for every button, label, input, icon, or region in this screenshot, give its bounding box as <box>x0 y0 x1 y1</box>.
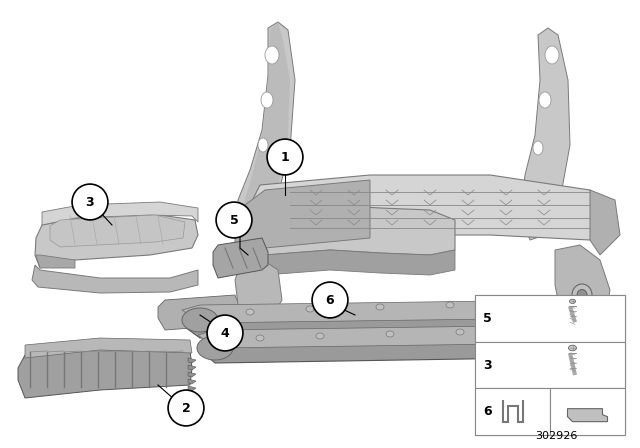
Polygon shape <box>188 372 196 377</box>
Ellipse shape <box>446 302 454 308</box>
Ellipse shape <box>456 329 464 335</box>
Polygon shape <box>235 180 370 265</box>
Polygon shape <box>182 300 590 323</box>
FancyBboxPatch shape <box>550 388 625 435</box>
Polygon shape <box>235 205 455 260</box>
Circle shape <box>207 315 243 351</box>
Ellipse shape <box>568 345 577 351</box>
Polygon shape <box>50 215 185 247</box>
Ellipse shape <box>246 309 254 315</box>
Ellipse shape <box>539 92 551 108</box>
FancyBboxPatch shape <box>475 295 625 342</box>
Polygon shape <box>213 238 268 278</box>
Circle shape <box>216 202 252 238</box>
Polygon shape <box>42 202 198 225</box>
Ellipse shape <box>526 300 534 306</box>
Circle shape <box>267 139 303 175</box>
Polygon shape <box>590 190 620 255</box>
Ellipse shape <box>386 331 394 337</box>
Polygon shape <box>188 358 196 363</box>
Polygon shape <box>158 295 240 330</box>
Ellipse shape <box>256 335 264 341</box>
Ellipse shape <box>261 92 273 108</box>
Text: 3: 3 <box>483 358 492 371</box>
Polygon shape <box>182 305 590 338</box>
Polygon shape <box>32 265 198 293</box>
Text: 4: 4 <box>221 327 229 340</box>
Polygon shape <box>240 250 455 278</box>
Polygon shape <box>18 348 192 398</box>
Polygon shape <box>198 325 592 348</box>
Polygon shape <box>238 22 295 235</box>
Text: 302926: 302926 <box>535 431 577 441</box>
Polygon shape <box>198 330 592 363</box>
Circle shape <box>312 282 348 318</box>
Ellipse shape <box>570 299 575 303</box>
Ellipse shape <box>316 333 324 339</box>
Polygon shape <box>188 379 196 384</box>
Ellipse shape <box>533 141 543 155</box>
Polygon shape <box>235 258 282 320</box>
FancyBboxPatch shape <box>475 342 625 388</box>
Polygon shape <box>555 245 610 335</box>
Text: 1: 1 <box>280 151 289 164</box>
Text: 5: 5 <box>483 312 492 325</box>
Polygon shape <box>520 28 570 240</box>
Text: 5: 5 <box>230 214 238 227</box>
Circle shape <box>72 184 108 220</box>
Polygon shape <box>568 409 607 422</box>
Text: 3: 3 <box>86 195 94 208</box>
Ellipse shape <box>197 336 233 360</box>
Ellipse shape <box>265 46 279 64</box>
Text: 2: 2 <box>182 401 190 414</box>
Polygon shape <box>36 255 75 268</box>
Polygon shape <box>245 175 600 245</box>
Polygon shape <box>35 215 198 268</box>
Polygon shape <box>188 386 196 391</box>
FancyBboxPatch shape <box>475 388 550 435</box>
Circle shape <box>168 390 204 426</box>
Ellipse shape <box>531 327 539 333</box>
Ellipse shape <box>258 138 268 152</box>
Polygon shape <box>188 365 196 370</box>
Ellipse shape <box>306 306 314 312</box>
Ellipse shape <box>572 284 592 306</box>
Ellipse shape <box>577 289 587 301</box>
Text: 6: 6 <box>483 405 492 418</box>
Ellipse shape <box>376 304 384 310</box>
Polygon shape <box>25 338 192 358</box>
Text: 6: 6 <box>326 293 334 306</box>
Ellipse shape <box>545 46 559 64</box>
FancyBboxPatch shape <box>475 295 625 435</box>
Polygon shape <box>242 22 290 230</box>
Ellipse shape <box>182 308 218 332</box>
